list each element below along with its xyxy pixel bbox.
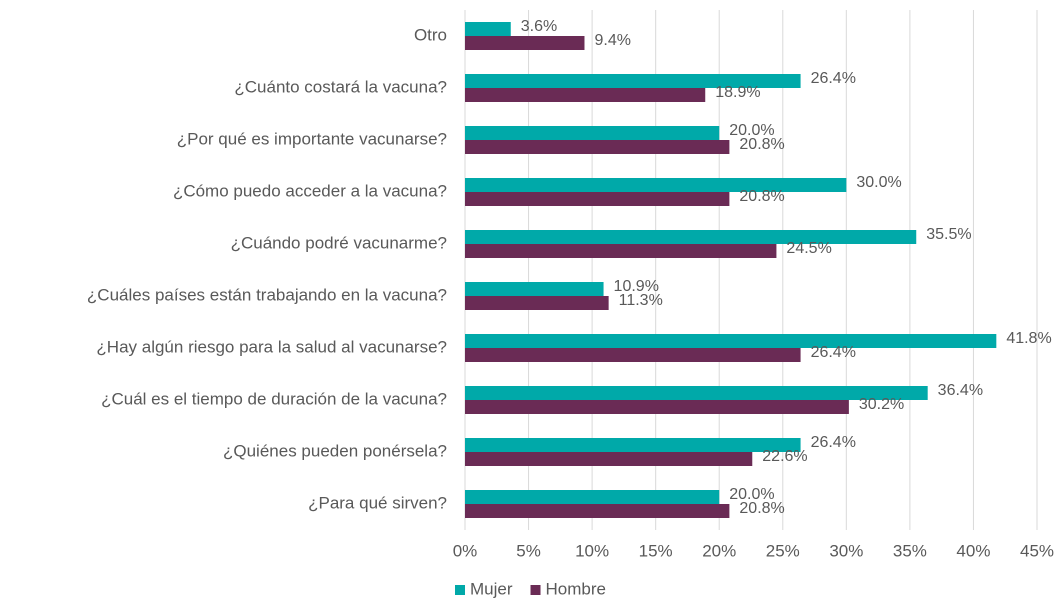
x-tick-label: 30% <box>829 541 863 560</box>
x-tick-label: 45% <box>1020 541 1054 560</box>
x-tick-label: 5% <box>516 541 541 560</box>
bar <box>465 504 730 518</box>
value-label: 24.5% <box>786 240 831 257</box>
value-label: 26.4% <box>811 344 856 361</box>
x-tick-label: 35% <box>893 541 927 560</box>
bar <box>465 178 847 192</box>
value-label: 20.0% <box>729 486 774 503</box>
bar <box>465 244 777 258</box>
bar <box>465 192 730 206</box>
value-label: 26.4% <box>811 434 856 451</box>
bar <box>465 334 997 348</box>
value-label: 9.4% <box>594 32 630 49</box>
bar <box>465 282 604 296</box>
value-label: 11.3% <box>619 292 663 309</box>
value-label: 20.8% <box>739 500 784 517</box>
bar <box>465 230 917 244</box>
bar <box>465 296 609 310</box>
value-label: 26.4% <box>811 70 856 87</box>
value-label: 10.9% <box>614 278 659 295</box>
y-tick-label: ¿Por qué es importante vacunarse? <box>177 129 447 148</box>
x-tick-label: 10% <box>575 541 609 560</box>
y-tick-label: ¿Para qué sirven? <box>308 493 447 512</box>
y-tick-label: Otro <box>414 25 447 44</box>
value-label: 35.5% <box>926 226 971 243</box>
bar <box>465 74 801 88</box>
legend-swatch <box>530 585 541 595</box>
bar <box>465 438 801 452</box>
value-label: 20.8% <box>739 188 784 205</box>
bar <box>465 140 730 154</box>
value-label: 3.6% <box>521 18 557 35</box>
legend-label: Hombre <box>546 579 606 598</box>
bar <box>465 22 511 36</box>
legend-label: Mujer <box>470 579 513 598</box>
y-tick-label: ¿Cuándo podré vacunarme? <box>231 233 447 252</box>
value-label: 18.9% <box>715 84 760 101</box>
bar <box>465 88 706 102</box>
x-tick-label: 0% <box>453 541 478 560</box>
y-tick-label: ¿Quiénes pueden ponérsela? <box>223 441 447 460</box>
value-label: 30.0% <box>856 174 901 191</box>
bar <box>465 386 928 400</box>
y-tick-label: ¿Hay algún riesgo para la salud al vacun… <box>96 337 447 356</box>
x-tick-label: 15% <box>639 541 673 560</box>
bar <box>465 126 720 140</box>
y-tick-label: ¿Cuánto costará la vacuna? <box>234 77 447 96</box>
value-label: 41.8% <box>1006 330 1051 347</box>
y-tick-label: ¿Cuáles países están trabajando en la va… <box>87 285 447 304</box>
value-label: 30.2% <box>859 396 904 413</box>
y-tick-label: ¿Cómo puedo acceder a la vacuna? <box>173 181 447 200</box>
x-tick-label: 40% <box>956 541 990 560</box>
value-label: 22.6% <box>762 448 807 465</box>
bar <box>465 400 849 414</box>
x-tick-label: 25% <box>766 541 800 560</box>
legend-swatch <box>455 585 465 595</box>
bar <box>465 36 585 50</box>
value-label: 20.8% <box>739 136 784 153</box>
x-tick-label: 20% <box>702 541 736 560</box>
value-label: 36.4% <box>938 382 983 399</box>
y-tick-label: ¿Cuál es el tiempo de duración de la vac… <box>101 389 447 408</box>
bar <box>465 348 801 362</box>
value-label: 20.0% <box>729 122 774 139</box>
bar <box>465 452 753 466</box>
bar <box>465 490 720 504</box>
